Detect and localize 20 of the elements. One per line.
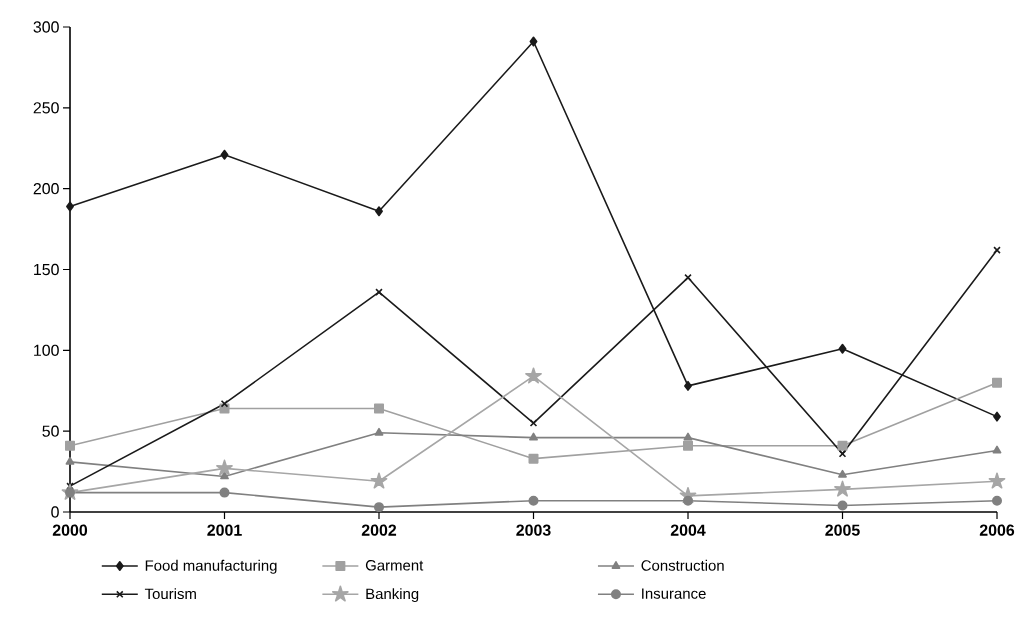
y-tick-label: 100	[34, 344, 59, 356]
y-tick-label: 250	[33, 102, 59, 114]
y-tick-label: 300	[33, 21, 59, 33]
legend-label: Banking	[366, 588, 419, 603]
y-tick-label: 50	[42, 425, 59, 437]
x-tick-label: 2006	[979, 524, 1015, 536]
x-tick-label: 2002	[361, 524, 397, 536]
legend-label: Food manufacturing	[145, 559, 277, 574]
y-tick-label: 0	[51, 506, 59, 518]
legend-label: Tourism	[144, 588, 196, 600]
legend-label: Construction	[641, 559, 724, 571]
x-tick-label: 2004	[670, 524, 706, 536]
x-tick-label: 2003	[516, 524, 551, 536]
legend-label: Garment	[365, 560, 424, 571]
x-tick-label: 2001	[207, 524, 242, 536]
x-tick-label: 2000	[52, 524, 88, 536]
y-tick-label: 200	[33, 183, 59, 195]
y-tick-label: 150	[34, 263, 59, 276]
legend-label: Insurance	[642, 588, 706, 599]
x-tick-label: 2005	[825, 524, 860, 536]
